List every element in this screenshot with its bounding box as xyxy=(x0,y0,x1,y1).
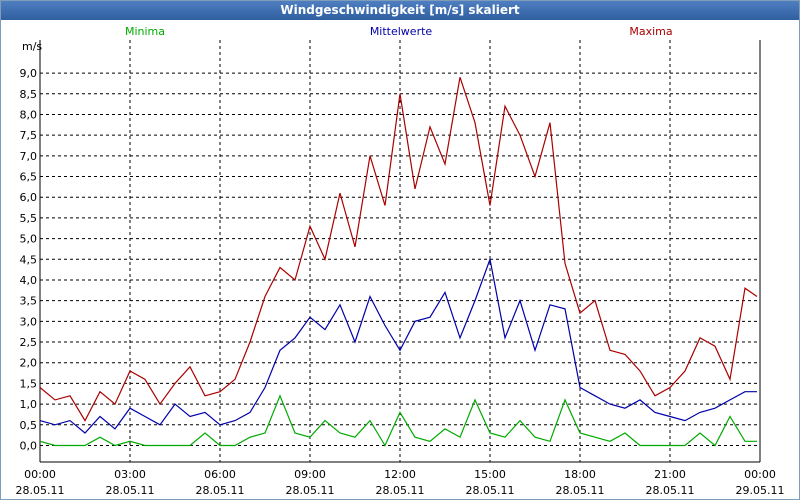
y-tick-label: 7,0 xyxy=(20,150,38,163)
x-tick-date: 28.05.11 xyxy=(16,484,65,497)
x-tick-date: 28.05.11 xyxy=(646,484,695,497)
x-tick-date: 29.05.11 xyxy=(736,484,785,497)
legend-mittelwerte: Mittelwerte xyxy=(370,25,433,38)
y-tick-label: 6,5 xyxy=(20,171,38,184)
chart-title: Windgeschwindigkeit [m/s] skaliert xyxy=(280,3,520,17)
legend-minima: Minima xyxy=(125,25,165,38)
x-tick-date: 28.05.11 xyxy=(286,484,335,497)
y-tick-label: 4,5 xyxy=(20,253,38,266)
y-tick-label: 0,0 xyxy=(20,439,38,452)
y-tick-label: 1,0 xyxy=(20,398,38,411)
y-axis-label: m/s xyxy=(22,40,42,53)
legend-maxima: Maxima xyxy=(629,25,672,38)
x-tick-time: 00:00 xyxy=(744,468,776,481)
y-tick-label: 4,0 xyxy=(20,274,38,287)
series-line-minima xyxy=(39,394,757,447)
x-tick-time: 09:00 xyxy=(294,468,326,481)
series-line-maxima xyxy=(39,77,758,422)
x-tick-time: 06:00 xyxy=(204,468,236,481)
y-tick-label: 3,0 xyxy=(20,315,38,328)
x-tick-date: 28.05.11 xyxy=(466,484,515,497)
series-line-mittelwerte xyxy=(39,257,757,434)
y-tick-label: 2,5 xyxy=(20,336,38,349)
y-tick-label: 8,0 xyxy=(20,108,38,121)
x-tick-date: 28.05.11 xyxy=(106,484,155,497)
x-tick-date: 28.05.11 xyxy=(376,484,425,497)
y-tick-label: 5,0 xyxy=(20,233,38,246)
y-tick-label: 0,5 xyxy=(20,419,38,432)
y-tick-label: 9,0 xyxy=(20,67,38,80)
x-tick-time: 12:00 xyxy=(384,468,416,481)
y-tick-label: 3,5 xyxy=(20,295,38,308)
title-bar: Windgeschwindigkeit [m/s] skaliert xyxy=(1,1,799,20)
x-tick-time: 00:00 xyxy=(24,468,56,481)
y-tick-label: 8,5 xyxy=(20,88,38,101)
x-tick-date: 28.05.11 xyxy=(196,484,245,497)
x-tick-time: 15:00 xyxy=(474,468,506,481)
y-tick-label: 6,0 xyxy=(20,191,38,204)
y-tick-label: 5,5 xyxy=(20,212,38,225)
y-tick-label: 1,5 xyxy=(20,377,38,390)
y-tick-label: 7,5 xyxy=(20,129,38,142)
x-tick-time: 03:00 xyxy=(114,468,146,481)
y-tick-label: 2,0 xyxy=(20,357,38,370)
x-tick-date: 28.05.11 xyxy=(556,484,605,497)
x-tick-time: 18:00 xyxy=(564,468,596,481)
x-tick-time: 21:00 xyxy=(654,468,686,481)
